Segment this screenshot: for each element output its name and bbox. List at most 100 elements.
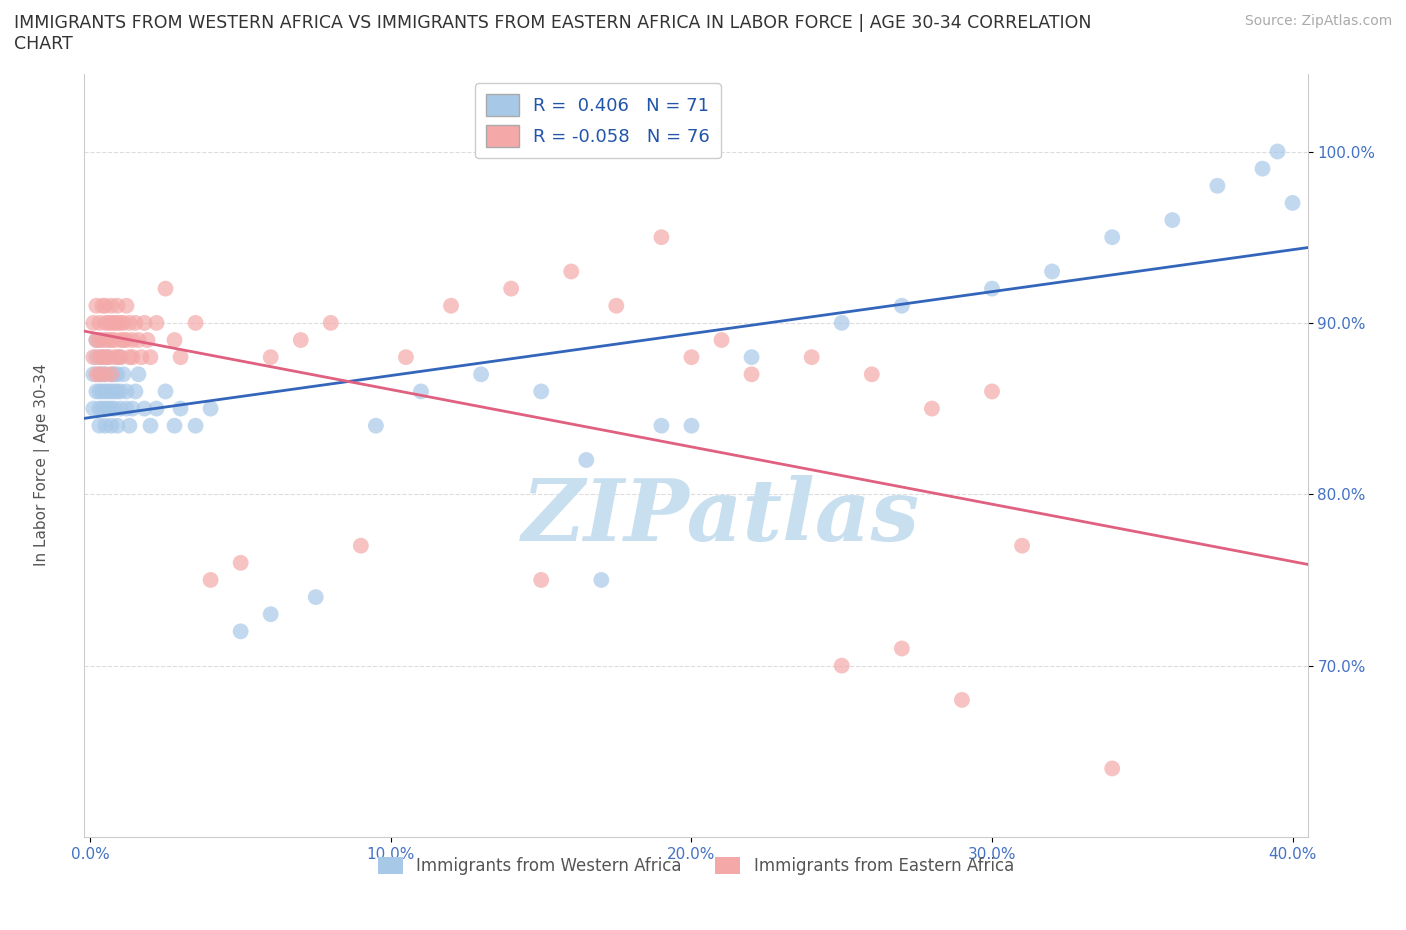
Point <box>94 366 117 381</box>
Point <box>169 350 191 365</box>
Point <box>981 384 1004 399</box>
Point <box>86 384 108 399</box>
Point <box>89 366 111 381</box>
Point <box>86 299 108 313</box>
Point <box>115 333 138 348</box>
Point <box>94 401 117 416</box>
Point <box>364 418 387 433</box>
Point <box>1251 161 1274 176</box>
Point <box>100 384 122 399</box>
Point <box>110 401 132 416</box>
Point <box>681 418 703 433</box>
Point <box>139 350 162 365</box>
Point <box>110 350 132 365</box>
Point <box>103 401 125 416</box>
Point <box>710 333 733 348</box>
Point <box>1101 230 1123 245</box>
Point <box>136 333 159 348</box>
Text: Source: ZipAtlas.com: Source: ZipAtlas.com <box>1244 14 1392 28</box>
Point <box>440 299 463 313</box>
Point <box>118 315 141 330</box>
Point <box>229 555 252 570</box>
Point <box>107 315 129 330</box>
Text: In Labor Force | Age 30-34: In Labor Force | Age 30-34 <box>34 364 51 566</box>
Point <box>229 624 252 639</box>
Point <box>100 333 122 348</box>
Point <box>200 573 222 588</box>
Point <box>184 418 207 433</box>
Point <box>91 384 114 399</box>
Point <box>112 333 135 348</box>
Point <box>155 384 177 399</box>
Point <box>395 350 418 365</box>
Point <box>112 315 135 330</box>
Point <box>97 333 120 348</box>
Point <box>97 384 120 399</box>
Point <box>200 401 222 416</box>
Point <box>290 333 312 348</box>
Point <box>1206 179 1229 193</box>
Point <box>950 693 973 708</box>
Point <box>831 658 853 673</box>
Point <box>115 384 138 399</box>
Point <box>110 333 132 348</box>
Point <box>1011 538 1033 553</box>
Point <box>100 366 122 381</box>
Point <box>91 401 114 416</box>
Point <box>86 366 108 381</box>
Point <box>350 538 373 553</box>
Point <box>124 315 146 330</box>
Point <box>127 366 149 381</box>
Point <box>107 418 129 433</box>
Point <box>89 350 111 365</box>
Point <box>89 315 111 330</box>
Point <box>100 366 122 381</box>
Point <box>1267 144 1289 159</box>
Point <box>112 366 135 381</box>
Point <box>260 350 283 365</box>
Text: ZIPatlas: ZIPatlas <box>522 475 920 558</box>
Point <box>91 366 114 381</box>
Point <box>82 315 104 330</box>
Point <box>981 281 1004 296</box>
Point <box>110 384 132 399</box>
Point <box>921 401 943 416</box>
Point <box>97 315 120 330</box>
Point <box>100 418 122 433</box>
Point <box>91 350 114 365</box>
Point <box>121 333 143 348</box>
Point <box>100 401 122 416</box>
Point <box>94 366 117 381</box>
Point <box>82 401 104 416</box>
Point <box>89 384 111 399</box>
Point <box>91 333 114 348</box>
Point <box>100 299 122 313</box>
Point <box>94 384 117 399</box>
Point <box>575 453 598 468</box>
Point <box>530 573 553 588</box>
Point <box>94 315 117 330</box>
Point <box>681 350 703 365</box>
Point <box>184 315 207 330</box>
Point <box>94 333 117 348</box>
Point <box>121 401 143 416</box>
Point <box>145 315 167 330</box>
Point <box>107 384 129 399</box>
Point <box>100 315 122 330</box>
Text: CHART: CHART <box>14 35 73 53</box>
Point <box>1040 264 1063 279</box>
Point <box>97 350 120 365</box>
Point <box>1161 213 1184 228</box>
Legend: Immigrants from Western Africa, Immigrants from Eastern Africa: Immigrants from Western Africa, Immigran… <box>371 851 1021 882</box>
Point <box>91 350 114 365</box>
Point <box>118 350 141 365</box>
Point <box>97 401 120 416</box>
Point <box>89 366 111 381</box>
Point <box>131 350 153 365</box>
Point <box>103 333 125 348</box>
Point <box>169 401 191 416</box>
Point <box>319 315 342 330</box>
Point <box>530 384 553 399</box>
Point <box>134 401 156 416</box>
Point <box>107 350 129 365</box>
